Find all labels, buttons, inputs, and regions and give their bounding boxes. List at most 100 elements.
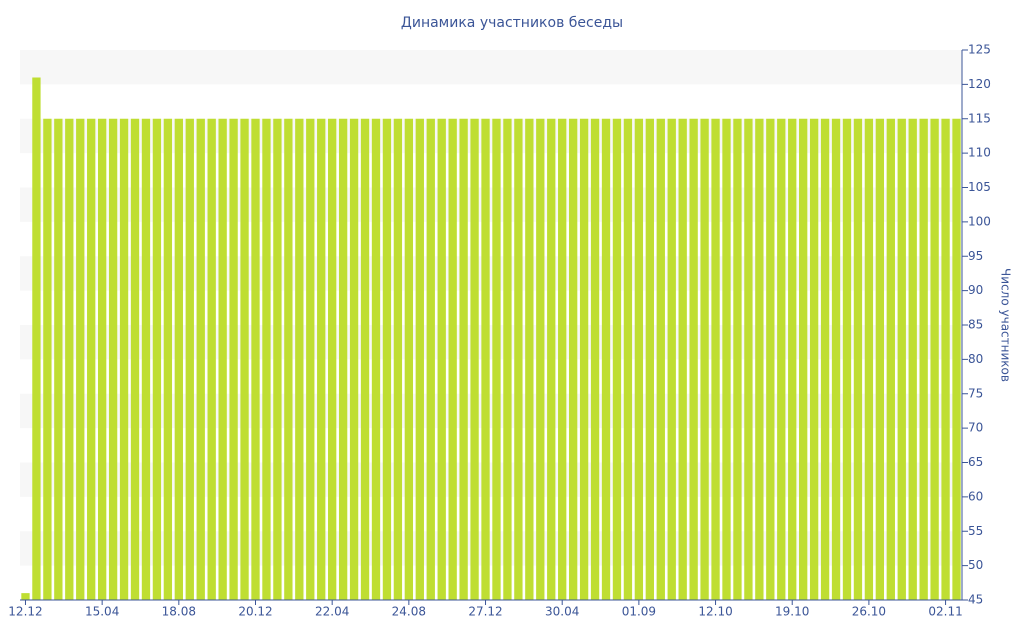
bar bbox=[437, 118, 446, 600]
bar bbox=[766, 118, 775, 600]
bar bbox=[185, 118, 194, 600]
bar bbox=[130, 118, 140, 600]
grid-band bbox=[20, 393, 962, 429]
bar bbox=[207, 118, 216, 600]
bar bbox=[218, 118, 227, 600]
x-tick-label: 02.11 bbox=[928, 605, 962, 619]
grid-band bbox=[20, 50, 962, 85]
bar bbox=[799, 118, 808, 600]
bar bbox=[875, 118, 885, 600]
bar bbox=[700, 118, 709, 600]
chart-title: Динамика участников беседы bbox=[401, 15, 623, 31]
y-tick-label: 115 bbox=[968, 111, 991, 125]
bar bbox=[328, 118, 337, 600]
x-tick-label: 12.12 bbox=[8, 605, 42, 619]
bar bbox=[338, 118, 348, 600]
bar bbox=[32, 77, 41, 600]
y-tick-label: 60 bbox=[968, 489, 983, 503]
x-tick-label: 30.04 bbox=[545, 605, 579, 619]
y-tick-label: 100 bbox=[968, 214, 991, 228]
bar bbox=[525, 118, 534, 600]
bar bbox=[240, 118, 249, 600]
y-tick-label: 110 bbox=[968, 146, 991, 160]
bar bbox=[744, 118, 753, 600]
bar bbox=[284, 118, 293, 600]
bar bbox=[415, 118, 424, 600]
x-tick-label: 15.04 bbox=[85, 605, 119, 619]
x-tick-label: 19.10 bbox=[775, 605, 809, 619]
x-tick-label: 20.12 bbox=[238, 605, 272, 619]
bar bbox=[842, 118, 852, 600]
bar bbox=[65, 118, 74, 600]
y-tick-label: 50 bbox=[968, 558, 983, 572]
bar bbox=[547, 118, 556, 600]
bar bbox=[733, 118, 742, 600]
bar bbox=[820, 118, 830, 600]
x-tick-label: 27.12 bbox=[468, 605, 502, 619]
bar bbox=[952, 118, 961, 600]
bar bbox=[568, 118, 578, 600]
bar bbox=[623, 118, 633, 600]
bar bbox=[317, 118, 326, 600]
y-tick-label: 105 bbox=[968, 180, 991, 194]
bar bbox=[788, 118, 797, 600]
bar bbox=[152, 118, 162, 600]
y-tick-label: 65 bbox=[968, 455, 983, 469]
x-tick-label: 26.10 bbox=[852, 605, 886, 619]
bar bbox=[196, 118, 205, 600]
bar bbox=[108, 118, 118, 600]
bar bbox=[306, 118, 315, 600]
y-tick-label: 55 bbox=[968, 524, 983, 538]
y-tick-label: 75 bbox=[968, 386, 983, 400]
bar bbox=[97, 118, 107, 600]
bar bbox=[448, 118, 457, 600]
bar bbox=[360, 118, 370, 600]
y-tick-label: 70 bbox=[968, 421, 983, 435]
bar bbox=[393, 118, 403, 600]
grid-band bbox=[20, 462, 962, 497]
bar bbox=[76, 118, 85, 600]
x-tick-label: 01.09 bbox=[622, 605, 656, 619]
bar bbox=[349, 118, 359, 600]
bar bbox=[426, 118, 435, 600]
bar bbox=[908, 118, 917, 600]
bar bbox=[174, 118, 183, 600]
bar bbox=[119, 118, 129, 600]
bar bbox=[371, 118, 381, 600]
bar bbox=[558, 118, 567, 600]
y-tick-label: 120 bbox=[968, 77, 991, 91]
bar bbox=[459, 118, 468, 600]
bar bbox=[777, 118, 786, 600]
bar bbox=[43, 118, 52, 600]
y-axis-label: Число участников bbox=[999, 268, 1013, 382]
bar bbox=[251, 118, 260, 600]
bar bbox=[831, 118, 841, 600]
bar bbox=[54, 118, 63, 600]
bar bbox=[645, 118, 654, 600]
bar bbox=[21, 593, 30, 600]
y-tick-label: 85 bbox=[968, 318, 983, 332]
bar bbox=[711, 118, 720, 600]
bar bbox=[141, 118, 151, 600]
x-tick-label: 18.08 bbox=[162, 605, 196, 619]
x-tick-label: 12.10 bbox=[698, 605, 732, 619]
bar bbox=[689, 118, 698, 600]
grid-band bbox=[20, 256, 962, 291]
bar bbox=[579, 118, 589, 600]
bar bbox=[273, 118, 282, 600]
bar bbox=[919, 118, 928, 600]
bar bbox=[163, 118, 173, 600]
bar bbox=[853, 118, 863, 600]
bar bbox=[229, 118, 238, 600]
bar bbox=[864, 118, 874, 600]
bar bbox=[612, 118, 622, 600]
bar bbox=[897, 118, 906, 600]
bar bbox=[503, 118, 512, 600]
bar bbox=[590, 118, 600, 600]
bar bbox=[941, 118, 950, 600]
y-tick-label: 90 bbox=[968, 283, 983, 297]
bar bbox=[382, 118, 392, 600]
bar bbox=[755, 118, 764, 600]
x-tick-label: 24.08 bbox=[392, 605, 426, 619]
